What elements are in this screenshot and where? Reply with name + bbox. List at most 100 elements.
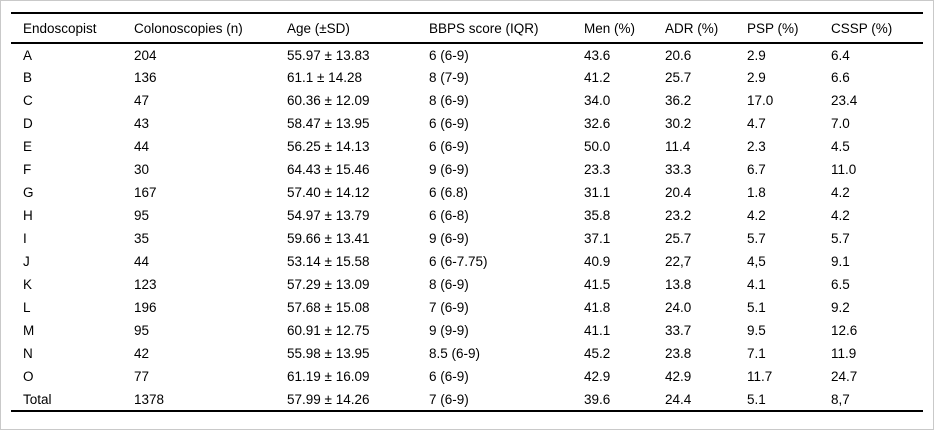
cell-age: 55.97 ± 13.83 (287, 47, 370, 63)
cell-colonoscopies: 196 (134, 300, 157, 315)
cell-colonoscopies: 42 (134, 346, 150, 361)
cell-endoscopist: F (23, 162, 32, 177)
cell-endoscopist: M (23, 323, 35, 338)
header-cell-adr-pct: ADR (%) (665, 20, 719, 36)
cell-cssp-pct: 4.2 (831, 185, 850, 200)
cell-cssp-pct: 6.4 (831, 47, 850, 63)
cell-cssp-pct: 6.6 (831, 70, 850, 85)
cell-cssp-pct: 23.4 (831, 93, 858, 108)
cell-men-pct: 45.2 (584, 346, 611, 361)
cell-men-pct: 41.2 (584, 70, 611, 85)
cell-colonoscopies: 204 (134, 47, 157, 63)
cell-bbps-score: 7 (6-9) (429, 391, 469, 407)
cell-age: 54.97 ± 13.79 (287, 208, 370, 223)
cell-men-pct: 37.1 (584, 231, 611, 246)
cell-adr-pct: 33.3 (665, 162, 692, 177)
cell-endoscopist: D (23, 116, 33, 131)
cell-psp-pct: 4.1 (747, 277, 766, 292)
table-row: J 44 53.14 ± 15.58 6 (6-7.75) 40.9 22,7 4,5 9.1 (11, 250, 923, 273)
table-row: G 167 57.40 ± 14.12 6 (6.8) 31.1 20.4 1.8 4.2 (11, 181, 923, 204)
header-cell-colonoscopies: Colonoscopies (n) (134, 20, 243, 36)
cell-adr-pct: 11.4 (665, 139, 691, 154)
cell-adr-pct: 42.9 (665, 369, 692, 384)
cell-men-pct: 43.6 (584, 47, 611, 63)
cell-psp-pct: 9.5 (747, 323, 766, 338)
cell-adr-pct: 13.8 (665, 277, 692, 292)
cell-endoscopist: I (23, 231, 27, 246)
cell-psp-pct: 2.9 (747, 47, 766, 63)
cell-endoscopist: K (23, 277, 33, 292)
table-row: O 77 61.19 ± 16.09 6 (6-9) 42.9 42.9 11.7 24.7 (11, 365, 923, 388)
cell-psp-pct: 4.7 (747, 116, 766, 131)
header-cell-endoscopist: Endoscopist (23, 20, 97, 36)
table-row: M 95 60.91 ± 12.75 9 (9-9) 41.1 33.7 9.5 12.6 (11, 319, 923, 342)
cell-colonoscopies: 44 (134, 254, 150, 269)
cell-adr-pct: 23.2 (665, 208, 692, 223)
cell-endoscopist: O (23, 369, 34, 384)
cell-adr-pct: 33.7 (665, 323, 692, 338)
cell-men-pct: 41.8 (584, 300, 611, 315)
cell-psp-pct: 5.7 (747, 231, 766, 246)
cell-endoscopist: L (23, 300, 31, 315)
table-row: N 42 55.98 ± 13.95 8.5 (6-9) 45.2 23.8 7.1 11.9 (11, 342, 923, 365)
table-header: Endoscopist Colonoscopies (n) Age (±SD) BBP… (11, 13, 923, 43)
cell-cssp-pct: 11.9 (831, 346, 857, 361)
table-header-row: Endoscopist Colonoscopies (n) Age (±SD) BBP… (11, 13, 923, 43)
cell-colonoscopies: 1378 (134, 391, 165, 407)
cell-psp-pct: 11.7 (747, 369, 773, 384)
cell-endoscopist: G (23, 185, 34, 200)
cell-endoscopist: A (23, 47, 33, 63)
cell-psp-pct: 4,5 (747, 254, 766, 269)
cell-adr-pct: 22,7 (665, 254, 692, 269)
cell-colonoscopies: 167 (134, 185, 157, 200)
table-row: L 196 57.68 ± 15.08 7 (6-9) 41.8 24.0 5.1 9.2 (11, 296, 923, 319)
cell-bbps-score: 6 (6-8) (429, 208, 469, 223)
cell-psp-pct: 1.8 (747, 185, 766, 200)
cell-bbps-score: 9 (9-9) (429, 323, 469, 338)
endoscopist-outcomes-table: Endoscopist Colonoscopies (n) Age (±SD) BBP… (11, 12, 923, 412)
cell-age: 57.99 ± 14.26 (287, 391, 370, 407)
cell-bbps-score: 6 (6-9) (429, 116, 469, 131)
table-row: B 136 61.1 ± 14.28 8 (7-9) 41.2 25.7 2.9 6.6 (11, 66, 923, 89)
cell-age: 61.1 ± 14.28 (287, 70, 362, 85)
cell-cssp-pct: 7.0 (831, 116, 850, 131)
cell-age: 57.68 ± 15.08 (287, 300, 370, 315)
header-cell-men-pct: Men (%) (584, 20, 636, 36)
header-cell-cssp-pct: CSSP (%) (831, 20, 893, 36)
cell-endoscopist: E (23, 139, 33, 154)
cell-men-pct: 41.1 (584, 323, 611, 338)
table-row: E 44 56.25 ± 14.13 6 (6-9) 50.0 11.4 2.3 4.5 (11, 135, 923, 158)
table-row: Total 1378 57.99 ± 14.26 7 (6-9) 39.6 24.4 5.1… (11, 388, 923, 411)
cell-psp-pct: 5.1 (747, 300, 766, 315)
cell-bbps-score: 8 (6-9) (429, 277, 469, 292)
cell-age: 57.29 ± 13.09 (287, 277, 370, 292)
cell-endoscopist: J (23, 254, 30, 269)
cell-endoscopist: C (23, 93, 33, 108)
cell-age: 55.98 ± 13.95 (287, 346, 370, 361)
table-body: A 204 55.97 ± 13.83 6 (6-9) 43.6 20.6 2.9 6.4 B 1… (11, 43, 923, 411)
cell-men-pct: 32.6 (584, 116, 611, 131)
cell-cssp-pct: 24.7 (831, 369, 858, 384)
cell-men-pct: 42.9 (584, 369, 611, 384)
cell-age: 60.36 ± 12.09 (287, 93, 370, 108)
cell-men-pct: 50.0 (584, 139, 611, 154)
cell-bbps-score: 6 (6-9) (429, 47, 469, 63)
cell-psp-pct: 2.3 (747, 139, 766, 154)
cell-adr-pct: 23.8 (665, 346, 692, 361)
cell-psp-pct: 6.7 (747, 162, 766, 177)
cell-cssp-pct: 5.7 (831, 231, 850, 246)
cell-men-pct: 31.1 (584, 185, 611, 200)
cell-adr-pct: 25.7 (665, 231, 692, 246)
cell-adr-pct: 36.2 (665, 93, 692, 108)
cell-colonoscopies: 123 (134, 277, 157, 292)
cell-age: 60.91 ± 12.75 (287, 323, 370, 338)
cell-bbps-score: 6 (6-7.75) (429, 254, 488, 269)
cell-psp-pct: 7.1 (747, 346, 766, 361)
cell-colonoscopies: 35 (134, 231, 150, 246)
table-row: H 95 54.97 ± 13.79 6 (6-8) 35.8 23.2 4.2 4.2 (11, 204, 923, 227)
cell-age: 58.47 ± 13.95 (287, 116, 370, 131)
cell-endoscopist: B (23, 70, 33, 85)
cell-colonoscopies: 136 (134, 70, 157, 85)
table-row: K 123 57.29 ± 13.09 8 (6-9) 41.5 13.8 4.1 6.5 (11, 273, 923, 296)
